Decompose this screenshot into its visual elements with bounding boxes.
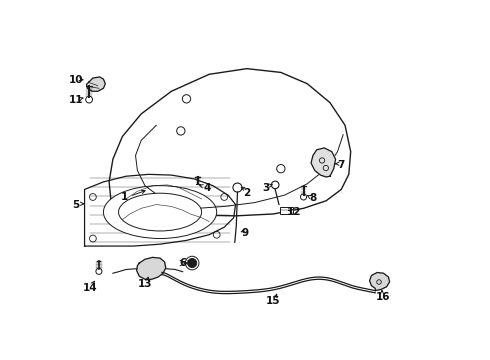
Text: 13: 13: [138, 279, 152, 289]
Text: 7: 7: [338, 160, 345, 170]
Text: 11: 11: [69, 95, 83, 105]
Polygon shape: [85, 174, 236, 246]
Text: 16: 16: [375, 292, 390, 302]
Text: 14: 14: [83, 283, 98, 293]
Bar: [280, 207, 293, 213]
Circle shape: [188, 258, 196, 267]
Text: 1: 1: [121, 192, 128, 202]
Text: 10: 10: [69, 75, 83, 85]
Text: 9: 9: [242, 228, 248, 238]
Text: 5: 5: [73, 199, 80, 210]
Ellipse shape: [119, 193, 201, 231]
Polygon shape: [109, 69, 351, 216]
Polygon shape: [137, 257, 166, 279]
Text: 6: 6: [179, 258, 186, 268]
Text: 15: 15: [266, 296, 281, 306]
Text: 4: 4: [203, 183, 211, 193]
Polygon shape: [86, 77, 105, 91]
Text: 12: 12: [287, 207, 301, 217]
Text: 3: 3: [262, 183, 270, 193]
Ellipse shape: [103, 186, 217, 239]
Polygon shape: [369, 273, 390, 291]
Text: 8: 8: [309, 193, 317, 203]
Polygon shape: [311, 148, 336, 177]
Text: 2: 2: [243, 188, 250, 198]
